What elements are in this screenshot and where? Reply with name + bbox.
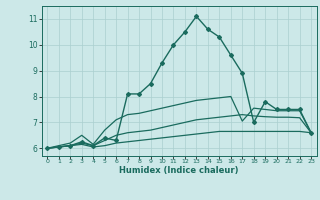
X-axis label: Humidex (Indice chaleur): Humidex (Indice chaleur) [119, 166, 239, 175]
